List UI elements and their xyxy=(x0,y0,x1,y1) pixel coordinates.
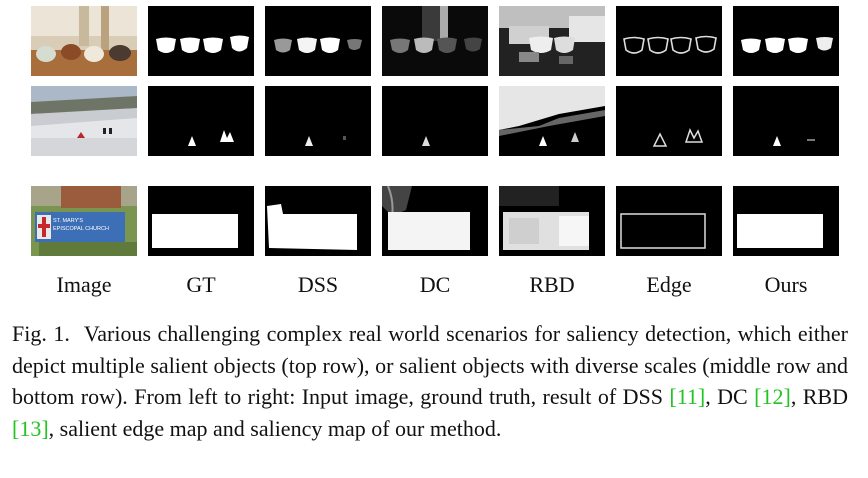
input-image-sign: ST. MARY'S EPISCOPAL CHURCH xyxy=(31,186,137,256)
ours-map-cups xyxy=(733,6,839,76)
svg-text:EPISCOPAL CHURCH: EPISCOPAL CHURCH xyxy=(53,226,109,232)
rbd-map-snow xyxy=(499,86,605,156)
input-image-snow xyxy=(31,86,137,156)
dc-map-cups xyxy=(382,6,488,76)
caption-text-3: , RBD xyxy=(790,384,848,409)
rbd-map-cups xyxy=(499,6,605,76)
caption-text-2: , DC xyxy=(705,384,755,409)
edge-map-cups xyxy=(616,6,722,76)
column-label-rbd: RBD xyxy=(529,272,575,297)
input-image-cups xyxy=(31,6,137,76)
dss-map-cups xyxy=(265,6,371,76)
gt-map-cups xyxy=(148,6,254,76)
citation-rbd[interactable]: [13] xyxy=(12,415,49,441)
caption-text-1: Various challenging complex real world s… xyxy=(12,321,848,409)
dss-map-snow xyxy=(265,86,371,156)
edge-map-sign xyxy=(616,186,722,256)
figure-caption: Fig. 1. Various challenging complex real … xyxy=(12,318,848,444)
dc-map-snow xyxy=(382,86,488,156)
dc-map-sign xyxy=(382,186,488,256)
citation-dc[interactable]: [12] xyxy=(754,384,791,409)
caption-text-4: , salient edge map and saliency map of o… xyxy=(48,415,502,441)
gt-map-snow xyxy=(148,86,254,156)
column-label-dc: DC xyxy=(419,272,451,297)
rbd-map-sign xyxy=(499,186,605,256)
column-label-gt: GT xyxy=(186,272,216,297)
sign-text: ST. MARY'S xyxy=(53,218,83,224)
column-label-edge: Edge xyxy=(646,272,692,297)
ours-map-sign xyxy=(733,186,839,256)
column-label-image: Image xyxy=(56,272,112,297)
edge-map-snow xyxy=(616,86,722,156)
citation-dss[interactable]: [11] xyxy=(669,384,706,409)
gt-map-sign xyxy=(148,186,254,256)
column-label-dss: DSS xyxy=(297,272,339,297)
figure-number: Fig. 1. xyxy=(12,321,70,346)
column-label-ours: Ours xyxy=(764,272,808,297)
dss-map-sign xyxy=(265,186,371,256)
ours-map-snow xyxy=(733,86,839,156)
